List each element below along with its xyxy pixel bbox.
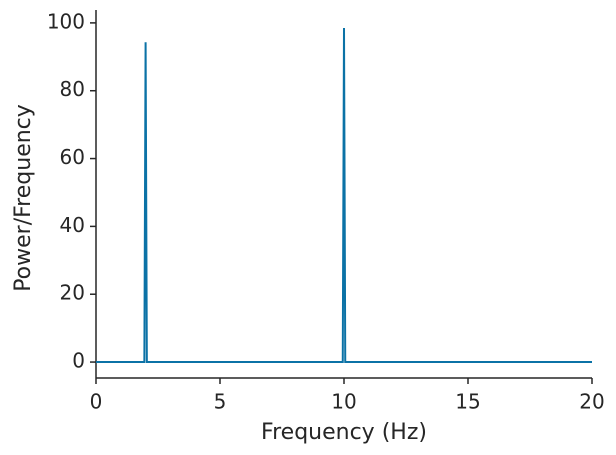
x-tick-label: 10 xyxy=(331,390,356,414)
x-tick-label: 20 xyxy=(579,390,604,414)
y-axis-label: Power/Frequency xyxy=(11,104,36,292)
y-tick-label: 40 xyxy=(60,213,85,237)
y-tick-label: 20 xyxy=(60,281,85,305)
y-tick-label: 0 xyxy=(72,349,85,373)
x-tick-label: 15 xyxy=(455,390,480,414)
y-tick-label: 80 xyxy=(60,77,85,101)
y-tick-label: 100 xyxy=(47,9,85,33)
y-tick-label: 60 xyxy=(60,145,85,169)
x-tick-label: 0 xyxy=(90,390,103,414)
x-axis-label: Frequency (Hz) xyxy=(261,420,427,445)
x-tick-label: 5 xyxy=(214,390,227,414)
line-series xyxy=(96,27,592,364)
